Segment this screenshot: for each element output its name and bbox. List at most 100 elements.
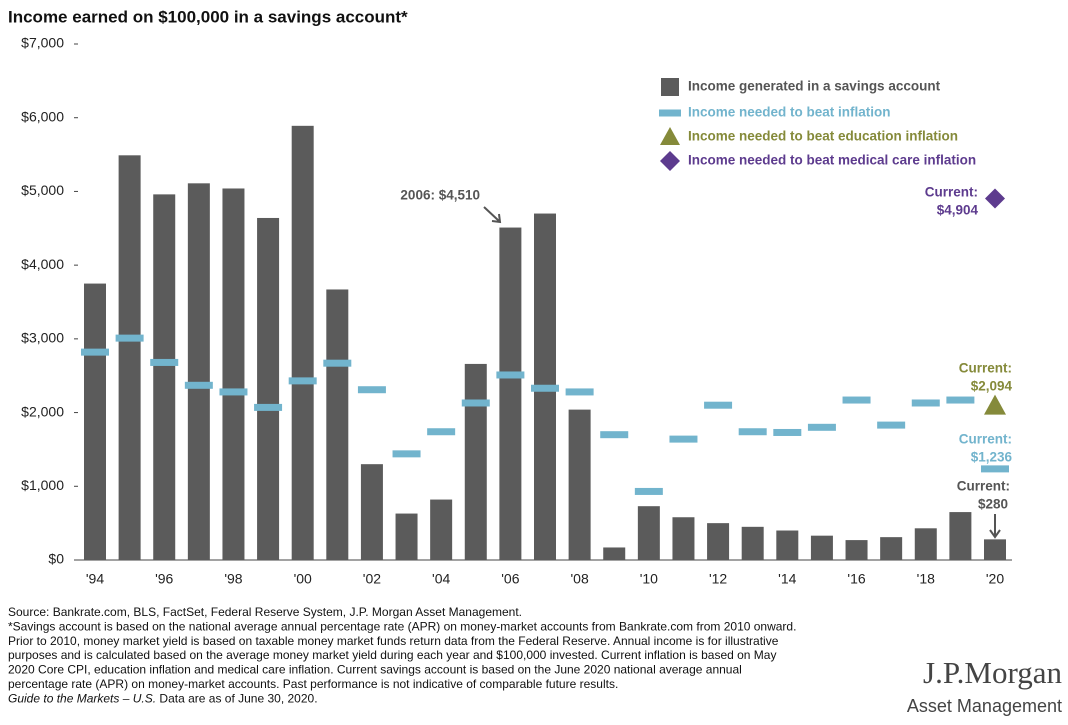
- bar: [153, 194, 176, 560]
- footnote-guide: Guide to the Markets – U.S.: [8, 691, 156, 705]
- bar: [845, 540, 868, 560]
- inflation-dash: [357, 386, 386, 394]
- bar: [395, 513, 418, 560]
- inflation-dash: [461, 399, 490, 407]
- y-tick-label: $2,000: [21, 403, 64, 419]
- bar: [707, 523, 730, 560]
- x-tick-label: '10: [640, 571, 658, 587]
- x-tick-label: '20: [986, 571, 1004, 587]
- annotation: Current:: [959, 432, 1012, 447]
- y-tick-label: $3,000: [21, 330, 64, 346]
- legend-swatch: [660, 151, 680, 171]
- footnote-line: 2020 Core CPI, education inflation and m…: [8, 663, 742, 677]
- logo-name: J.P.Morgan: [923, 655, 1062, 690]
- x-tick-label: '06: [501, 571, 519, 587]
- footnote-line: Guide to the Markets – U.S. Data are as …: [8, 691, 318, 705]
- inflation-dash: [842, 396, 871, 404]
- bar: [880, 537, 903, 560]
- diamond-marker: [985, 188, 1005, 209]
- inflation-dash: [669, 435, 698, 443]
- y-tick-label: $5,000: [21, 182, 64, 198]
- bar: [84, 283, 106, 560]
- bar: [360, 464, 383, 560]
- legend-swatch: [660, 127, 680, 145]
- footnote-line: *Savings account is based on the nationa…: [8, 619, 796, 633]
- inflation-dash: [531, 384, 559, 392]
- chart-title: Income earned on $100,000 in a savings a…: [8, 7, 408, 26]
- bar: [291, 125, 314, 560]
- x-tick-label: '98: [224, 571, 242, 587]
- inflation-dash: [150, 358, 179, 366]
- inflation-dash: [634, 487, 663, 495]
- x-tick-label: '16: [847, 571, 865, 587]
- inflation-dash: [496, 371, 525, 379]
- x-tick-label: '18: [917, 571, 935, 587]
- annotation: $4,904: [937, 203, 979, 218]
- inflation-dash: [115, 334, 144, 342]
- bar: [741, 526, 764, 560]
- annotation: Current:: [925, 185, 978, 200]
- inflation-dash: [773, 428, 802, 436]
- inflation-dash: [946, 396, 975, 404]
- inflation-dash: [600, 431, 629, 439]
- footnote-date: Data are as of June 30, 2020.: [156, 691, 317, 705]
- legend-label: Income generated in a savings account: [688, 79, 941, 94]
- bar: [776, 530, 799, 560]
- inflation-dash: [565, 388, 594, 396]
- y-tick-label: $1,000: [21, 477, 64, 493]
- footnote-line: percentage rate (APR) on money-market ac…: [8, 677, 618, 691]
- annotation: Current:: [957, 479, 1010, 494]
- x-tick-label: '02: [363, 571, 381, 587]
- bar: [464, 363, 487, 560]
- y-tick-label: $7,000: [21, 35, 64, 51]
- y-tick-label: $6,000: [21, 108, 64, 124]
- bar: [672, 517, 695, 560]
- inflation-dash: [254, 403, 283, 411]
- footnote-line: Source: Bankrate.com, BLS, FactSet, Fede…: [8, 605, 522, 619]
- footnote-line: Prior to 2010, money market yield is bas…: [8, 634, 779, 648]
- bar: [430, 499, 453, 560]
- bar: [499, 227, 522, 560]
- bar: [568, 409, 591, 560]
- bar: [603, 547, 626, 560]
- x-tick-label: '08: [570, 571, 588, 587]
- inflation-dash: [807, 423, 836, 431]
- y-tick-label: $0: [48, 551, 64, 567]
- inflation-dash: [738, 428, 767, 436]
- annotation: $2,094: [971, 379, 1013, 394]
- x-tick-label: '14: [778, 571, 796, 587]
- legend-label: Income needed to beat inflation: [688, 105, 891, 120]
- legend-label: Income needed to beat medical care infla…: [688, 153, 976, 168]
- annotation: Current:: [959, 361, 1012, 376]
- bar: [187, 183, 210, 560]
- annotation: $280: [978, 497, 1008, 512]
- x-tick-label: '00: [294, 571, 312, 587]
- bar: [810, 535, 833, 560]
- inflation-dash: [704, 401, 733, 409]
- footnote-line: purposes and is calculated based on the …: [8, 648, 776, 662]
- annotation: $1,236: [971, 450, 1013, 465]
- bar: [914, 528, 937, 560]
- bar: [984, 539, 1006, 560]
- y-tick-label: $4,000: [21, 256, 64, 272]
- inflation-dash: [911, 399, 940, 407]
- inflation-dash: [981, 465, 1009, 473]
- inflation-dash: [219, 388, 248, 396]
- x-tick-label: '04: [432, 571, 450, 587]
- bar: [637, 506, 660, 560]
- annotation-arrow: [483, 206, 502, 224]
- triangle-marker: [984, 394, 1006, 415]
- logo-division: Asset Management: [907, 696, 1062, 716]
- x-tick-label: '94: [86, 571, 104, 587]
- inflation-dash: [184, 381, 213, 389]
- legend-label: Income needed to beat education inflatio…: [688, 129, 958, 144]
- x-tick-label: '12: [709, 571, 727, 587]
- inflation-dash: [323, 359, 352, 367]
- bar: [326, 289, 349, 560]
- legend-swatch: [661, 78, 679, 96]
- annotation-arrow: [989, 514, 1001, 539]
- inflation-dash: [288, 377, 317, 385]
- inflation-dash: [427, 428, 456, 436]
- legend-swatch: [659, 109, 681, 117]
